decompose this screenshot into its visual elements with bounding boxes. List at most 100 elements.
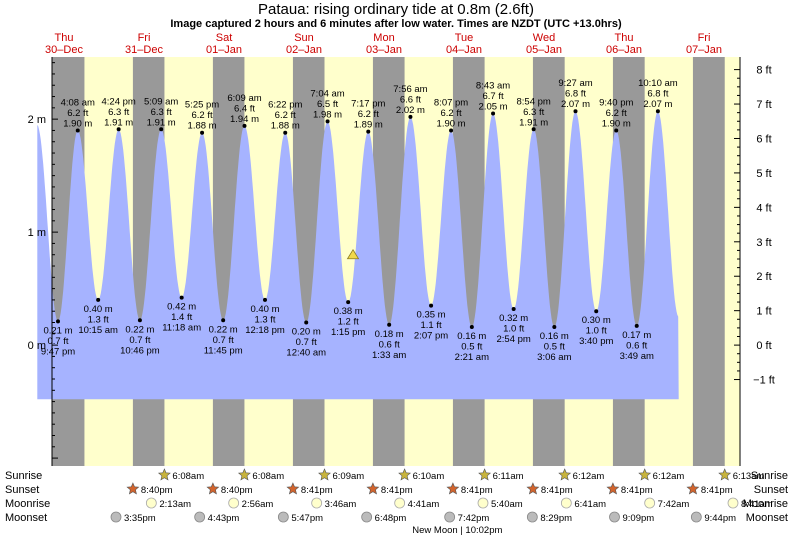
high-tide-label: 8:07 pm — [434, 97, 468, 108]
low-tide-label: 0.7 ft — [296, 337, 317, 348]
sunset-time: 8:40pm — [141, 485, 173, 496]
high-tide-label: 6.7 ft — [483, 91, 504, 102]
sunset-time: 8:41pm — [381, 485, 413, 496]
low-tide-label: 0.16 m — [540, 331, 569, 342]
sunrise-time: 6:13am — [733, 471, 765, 482]
high-tide-label: 1.91 m — [104, 117, 133, 128]
high-tide-label: 6.2 ft — [358, 109, 379, 120]
low-tide-label: 0.7 ft — [129, 335, 150, 346]
row-label-right: Moonrise — [743, 498, 788, 510]
day-name-label: Wed — [533, 32, 555, 44]
moonrise-icon — [311, 497, 323, 509]
high-tide-label: 2.07 m — [561, 99, 590, 110]
low-tide-point — [137, 318, 142, 323]
high-tide-label: 1.90 m — [602, 118, 631, 129]
high-tide-label: 1.88 m — [271, 121, 300, 132]
high-tide-label: 1.90 m — [437, 118, 466, 129]
moonset-time: 6:48pm — [375, 513, 407, 524]
right-axis-label: 7 ft — [756, 99, 771, 111]
low-tide-label: 2:07 pm — [414, 331, 448, 342]
sunset-icon — [366, 482, 380, 495]
low-tide-label: 0.30 m — [582, 315, 611, 326]
high-tide-label: 6.6 ft — [400, 94, 421, 105]
high-tide-label: 6:22 pm — [268, 100, 302, 111]
sunrise-icon — [157, 468, 171, 481]
right-axis: −1 ft 0 ft 1 ft 2 ft 3 ft 4 ft 5 ft 6 ft 7 ft 8 f… — [734, 57, 775, 466]
low-tide-label: 0.40 m — [250, 304, 279, 315]
low-tide-label: 0.6 ft — [626, 340, 647, 351]
high-tide-point — [366, 129, 371, 134]
sunset-time: 8:41pm — [301, 485, 333, 496]
low-tide-label: 0.32 m — [499, 313, 528, 324]
low-tide-label: 0.20 m — [292, 327, 321, 338]
sunset-icon — [286, 482, 300, 495]
high-tide-label: 4:24 pm — [102, 96, 136, 107]
low-tide-label: 10:46 pm — [120, 345, 160, 356]
day-name-label: Sun — [294, 32, 314, 44]
high-tide-label: 6.2 ft — [67, 108, 88, 119]
moonrise-icon — [145, 497, 157, 509]
low-tide-label: 11:18 am — [162, 323, 201, 334]
high-tide-label: 6.8 ft — [565, 89, 586, 100]
day-name-label: Thu — [615, 32, 634, 44]
high-tide-label: 10:10 am — [638, 78, 678, 89]
low-tide-label: 12:40 am — [286, 348, 326, 359]
high-tide-label: 6.5 ft — [317, 99, 338, 110]
moonset-time: 3:35pm — [124, 513, 156, 524]
high-tide-point — [75, 128, 80, 133]
high-tide-point — [283, 130, 288, 135]
low-tide-label: 12:18 pm — [245, 325, 285, 336]
high-tide-label: 6.8 ft — [647, 89, 668, 100]
sunrise-icon — [718, 468, 732, 481]
low-tide-label: 1.0 ft — [503, 323, 524, 334]
moonrise-icon — [394, 497, 406, 509]
left-axis-label: 0 m — [28, 340, 46, 352]
moonset-time: 9:09pm — [623, 513, 655, 524]
high-tide-point — [325, 119, 330, 124]
moonrise-time: 5:40am — [491, 499, 523, 510]
moonrise-time: 4:41am — [408, 499, 440, 510]
high-tide-label: 7:17 pm — [351, 99, 385, 110]
day-date-label: 06–Jan — [606, 44, 642, 56]
moonrise-icon — [228, 497, 240, 509]
low-tide-point — [511, 306, 516, 311]
row-label-right: Sunrise — [751, 470, 788, 482]
low-tide-point — [263, 297, 267, 302]
sunset-time: 8:41pm — [461, 485, 493, 496]
low-tide-point — [304, 320, 309, 325]
high-tide-label: 6.3 ft — [108, 107, 129, 118]
row-label-left: Sunrise — [5, 470, 42, 482]
low-tide-point — [56, 319, 60, 324]
low-tide-point — [594, 309, 599, 314]
high-tide-point — [200, 130, 205, 135]
low-tide-label: 0.7 ft — [213, 335, 234, 346]
moonrise-icon — [560, 497, 572, 509]
high-tide-point — [614, 128, 619, 133]
high-tide-label: 7:04 am — [310, 88, 344, 99]
low-tide-point — [634, 323, 639, 328]
high-tide-point — [159, 127, 164, 132]
low-tide-label: 0.6 ft — [379, 339, 400, 350]
high-tide-label: 1.90 m — [63, 118, 92, 129]
high-tide-label: 1.88 m — [188, 121, 217, 132]
high-tide-point — [242, 123, 247, 128]
high-tide-label: 1.94 m — [230, 114, 259, 125]
low-tide-point — [387, 322, 392, 327]
sunrise-icon — [237, 468, 251, 481]
high-tide-point — [408, 114, 413, 119]
high-tide-label: 4:08 am — [61, 97, 95, 108]
row-label-right: Sunset — [754, 484, 788, 496]
current-tide-triangle — [346, 248, 360, 260]
high-tide-label: 6.2 ft — [441, 108, 462, 119]
tide-curve — [37, 111, 679, 400]
sunrise-icon — [478, 468, 492, 481]
day-name-label: Thu — [55, 32, 74, 44]
low-tide-label: 0.22 m — [209, 324, 238, 335]
sunset-time: 8:41pm — [541, 485, 573, 496]
sunset-icon — [126, 482, 140, 495]
low-tide-label: 1.3 ft — [88, 314, 109, 325]
low-tide-label: 1:33 am — [372, 350, 406, 361]
high-tide-label: 8:43 am — [476, 80, 510, 91]
moonrise-time: 6:41am — [574, 499, 606, 510]
